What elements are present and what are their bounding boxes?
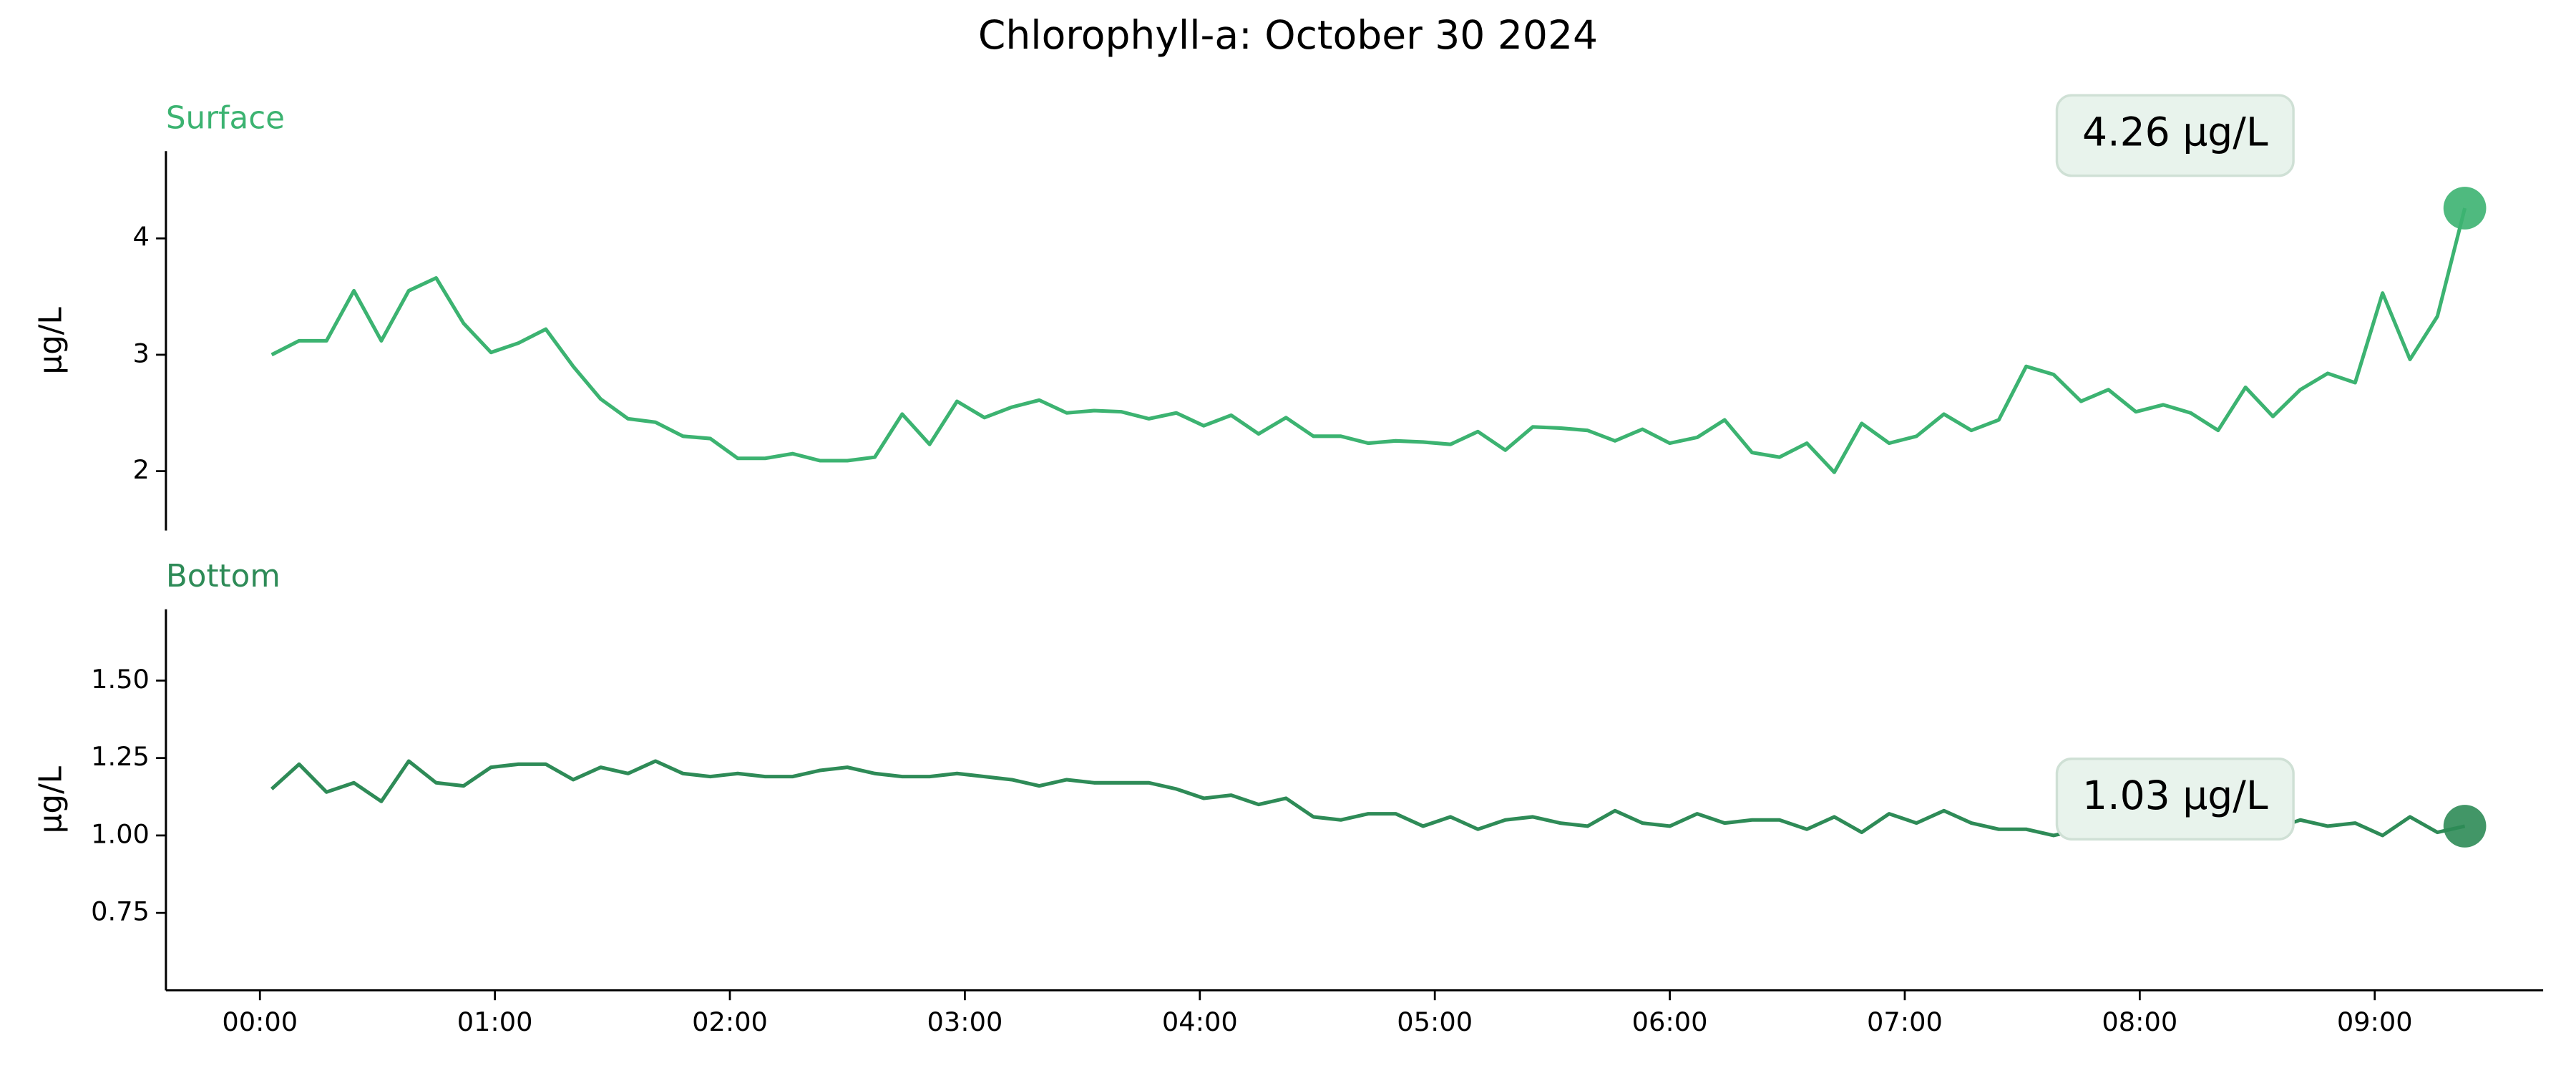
y-tick-label: 4 bbox=[133, 222, 150, 253]
panel-title: Surface bbox=[166, 101, 285, 137]
x-tick-label: 07:00 bbox=[1867, 1006, 1943, 1037]
y-tick-label: 1.00 bbox=[91, 818, 150, 849]
annotation: 1.03 µg/L bbox=[2082, 773, 2268, 818]
last-point-marker bbox=[2443, 187, 2487, 230]
x-tick-label: 09:00 bbox=[2337, 1006, 2413, 1037]
figure-title: Chlorophyll-a: October 30 2024 bbox=[978, 12, 1598, 58]
y-tick-label: 2 bbox=[133, 454, 150, 485]
y-axis-label: µg/L bbox=[33, 306, 69, 374]
x-tick-label: 00:00 bbox=[222, 1006, 298, 1037]
y-axis-label: µg/L bbox=[33, 765, 69, 833]
x-tick-label: 04:00 bbox=[1162, 1006, 1238, 1037]
x-tick-label: 02:00 bbox=[692, 1006, 768, 1037]
x-tick-label: 06:00 bbox=[1632, 1006, 1708, 1037]
x-tick-label: 05:00 bbox=[1397, 1006, 1473, 1037]
x-tick-label: 01:00 bbox=[457, 1006, 533, 1037]
y-tick-label: 1.50 bbox=[91, 664, 150, 695]
x-tick-label: 08:00 bbox=[2102, 1006, 2177, 1037]
annotation: 4.26 µg/L bbox=[2082, 109, 2268, 155]
panel-title: Bottom bbox=[166, 559, 280, 594]
x-tick-label: 03:00 bbox=[927, 1006, 1002, 1037]
y-tick-label: 3 bbox=[133, 338, 150, 368]
annotation-box bbox=[2055, 757, 2295, 841]
y-tick-label: 0.75 bbox=[91, 896, 150, 927]
last-point-marker bbox=[2443, 805, 2487, 848]
y-tick-label: 1.25 bbox=[91, 741, 150, 772]
data-line bbox=[270, 207, 2467, 474]
annotation-box bbox=[2055, 94, 2295, 177]
